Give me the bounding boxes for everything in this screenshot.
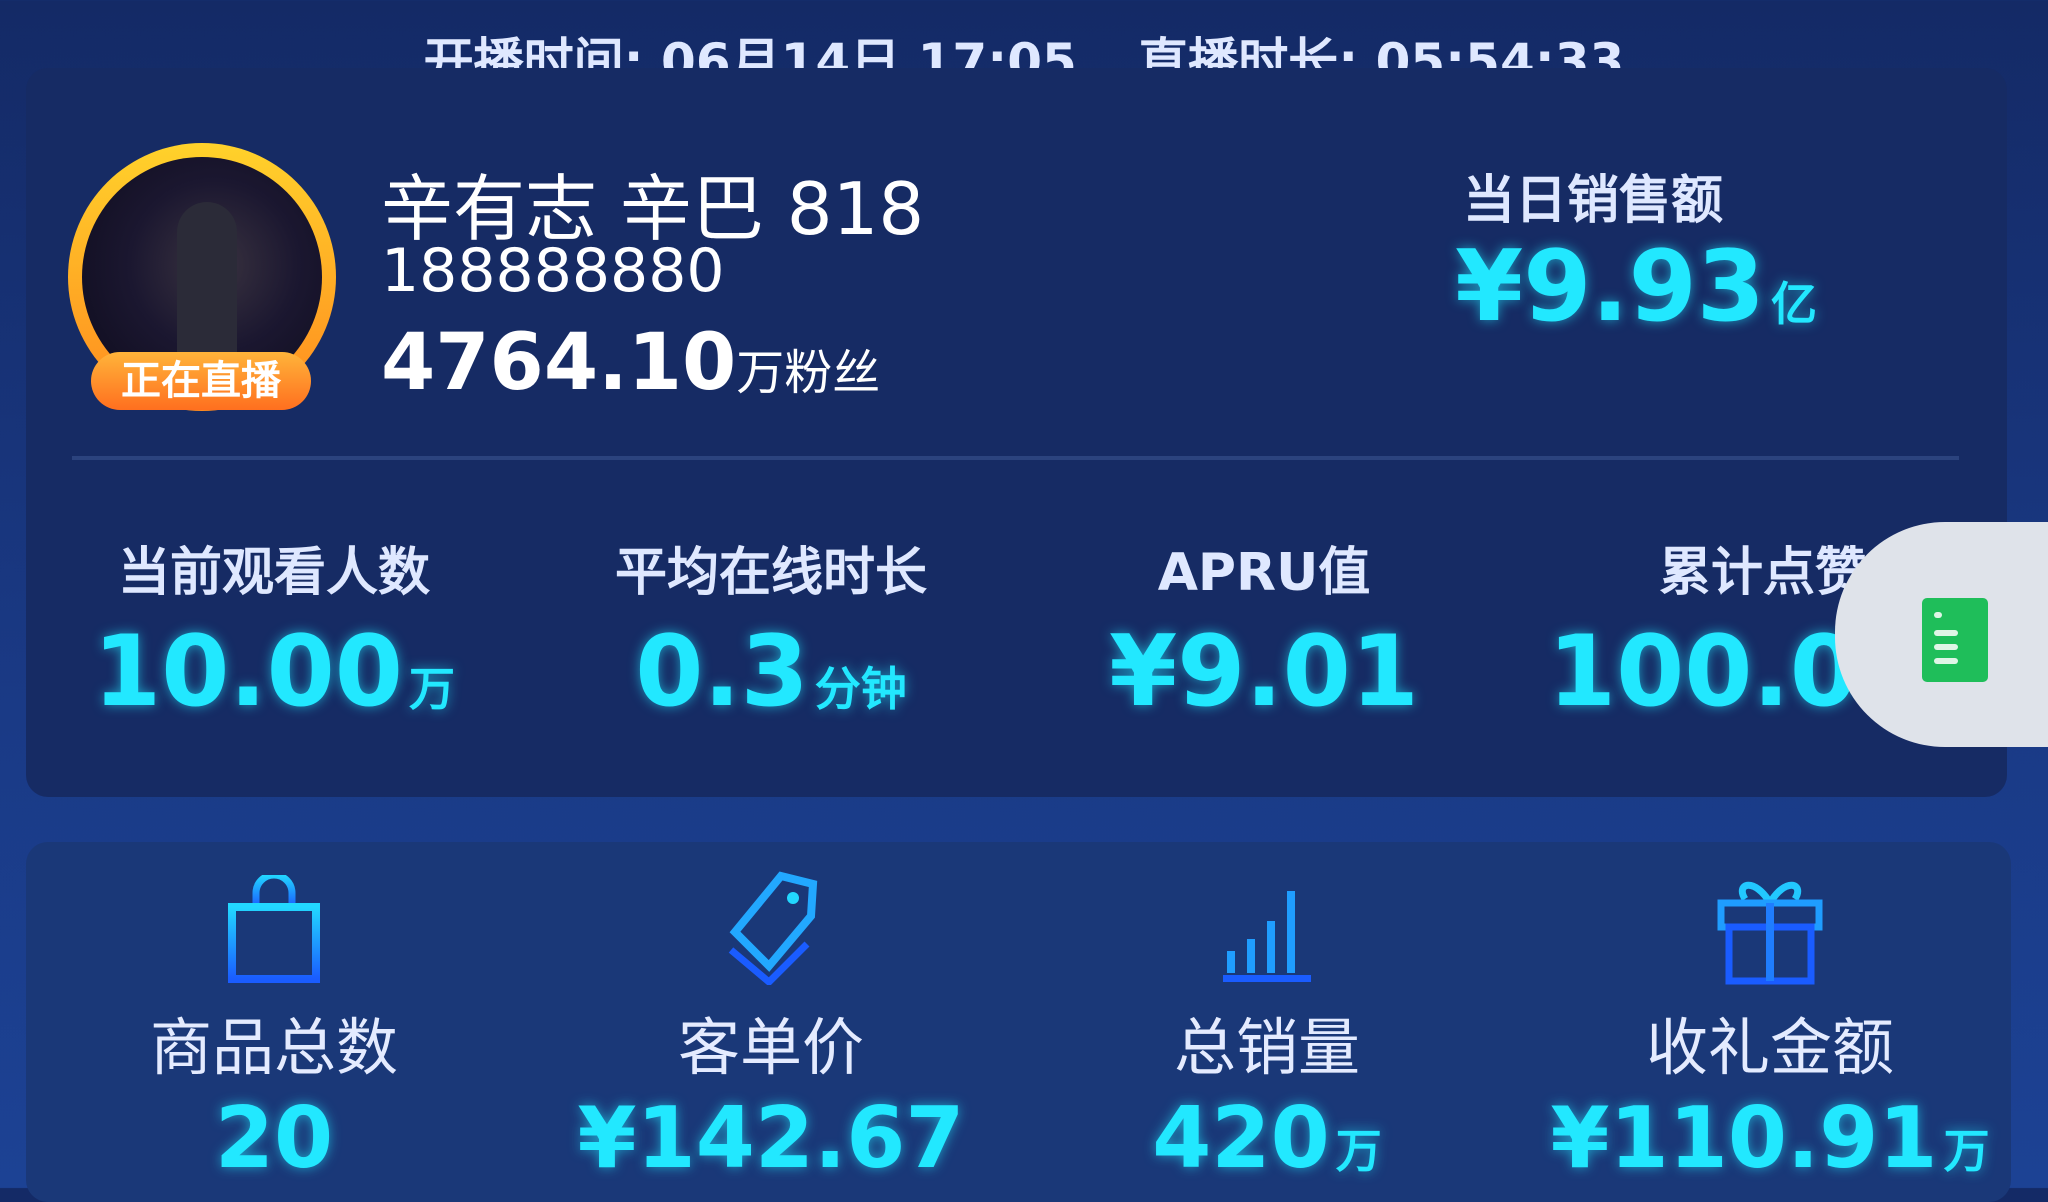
fans-value: 4764.10 (381, 318, 737, 408)
streamer-name: 辛有志 辛巴 818 (381, 167, 925, 251)
gift-icon (1510, 870, 2030, 985)
metric-unit: 万 (1335, 1124, 1382, 1178)
metric-value: ¥110.91 (1550, 1089, 1938, 1188)
metric-value: 20 (214, 1089, 334, 1188)
metric-label: 收礼金额 (1645, 1011, 1894, 1084)
stat-label: 平均在线时长 (614, 543, 927, 603)
stat-label: APRU值 (1157, 543, 1371, 603)
metric-total-sales: 总销量 420 万 (1007, 870, 1527, 1188)
stat-viewers: 当前观看人数 10.00 万 (44, 530, 504, 729)
document-icon[interactable] (1922, 598, 1988, 682)
metric-gift-amount: 收礼金额 ¥110.91 万 (1510, 870, 2030, 1188)
metric-value: 420 (1152, 1089, 1330, 1188)
live-badge: 正在直播 (91, 352, 311, 410)
daily-sales-value: ¥9.93 亿 (1455, 230, 1817, 344)
metric-label: 客单价 (677, 1011, 864, 1084)
fans-count: 4764.10万粉丝 (381, 318, 880, 408)
metric-label: 商品总数 (149, 1011, 398, 1084)
metric-label: 总销量 (1173, 1011, 1360, 1084)
stat-unit: 分钟 (814, 662, 907, 716)
daily-sales-label: 当日销售额 (1463, 171, 1724, 231)
stat-unit: 万 (408, 662, 455, 716)
stat-label: 累计点赞 (1658, 543, 1867, 603)
sales-amount: ¥9.93 (1455, 230, 1765, 344)
stat-apru: APRU值 ¥9.01 (1034, 530, 1494, 729)
metric-unit: 万 (1943, 1124, 1990, 1178)
metric-avg-order: 客单价 ¥142.67 (511, 870, 1031, 1188)
price-tag-icon (511, 870, 1031, 985)
stat-avg-online: 平均在线时长 0.3 分钟 (541, 530, 1001, 729)
stat-value: 0.3 (635, 615, 809, 729)
sales-unit: 亿 (1770, 277, 1817, 331)
metric-value: ¥142.67 (577, 1089, 965, 1188)
streamer-id: 188888880 (381, 236, 725, 306)
metric-products: 商品总数 20 (14, 870, 534, 1188)
stat-value: 10.00 (93, 615, 403, 729)
shopping-bag-icon (14, 870, 534, 985)
fans-unit: 万粉丝 (736, 345, 881, 401)
divider (72, 456, 1959, 460)
streamer-card (26, 68, 2007, 797)
bar-chart-icon (1007, 870, 1527, 985)
metrics-card (26, 842, 2011, 1202)
stat-label: 当前观看人数 (117, 543, 430, 603)
stat-value: ¥9.01 (1109, 615, 1419, 729)
